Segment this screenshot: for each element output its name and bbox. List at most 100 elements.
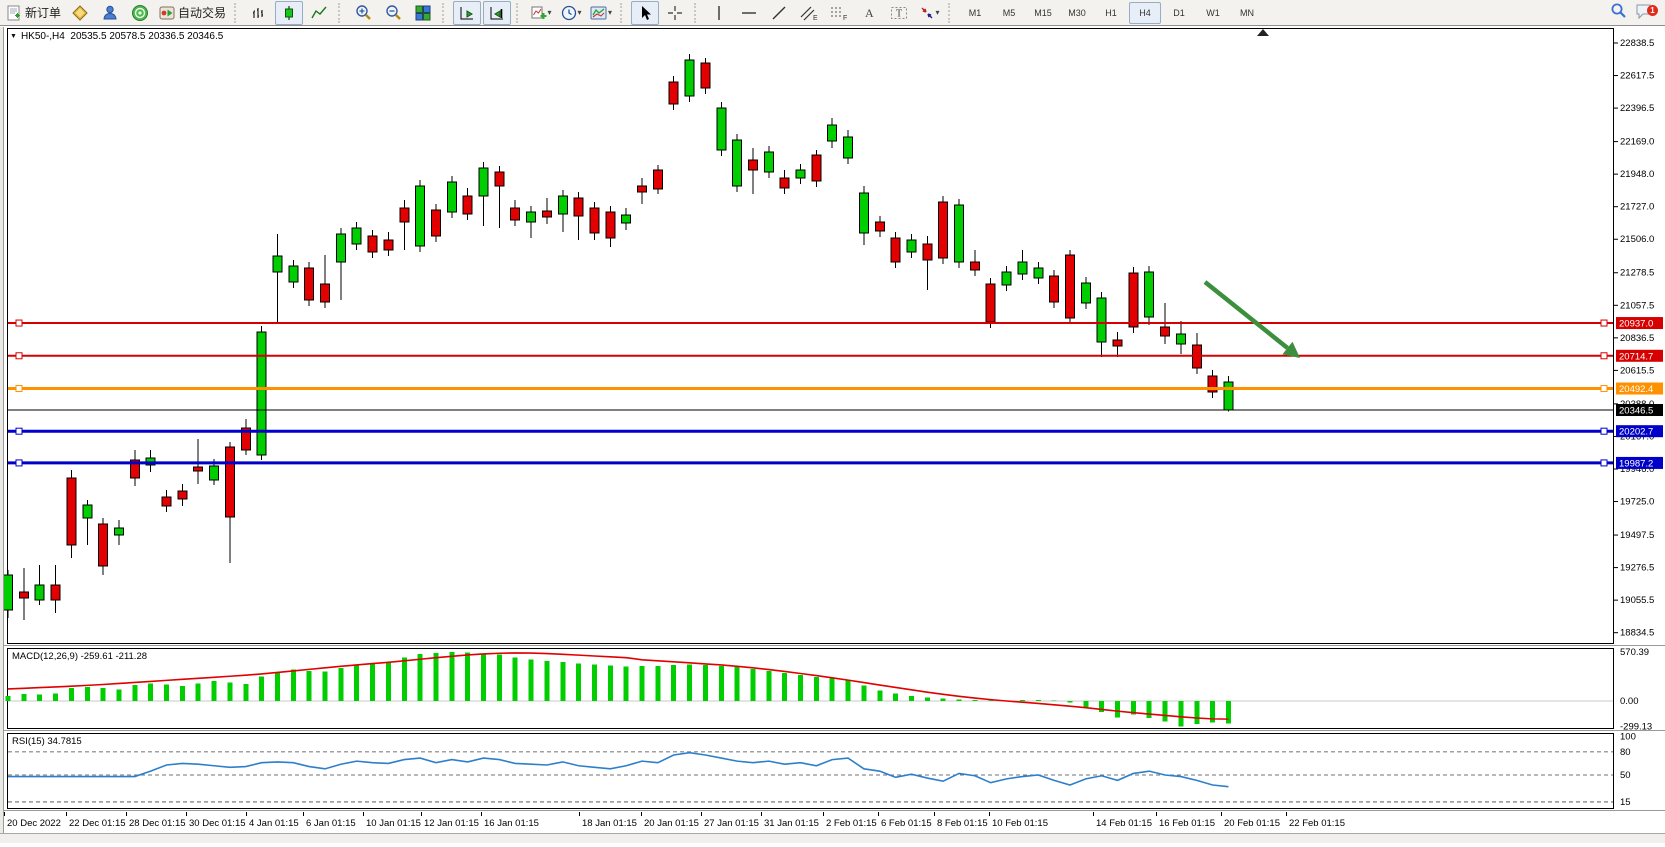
candle xyxy=(304,267,315,301)
periods-button[interactable]: ▾ xyxy=(557,1,585,25)
chart-shift-button[interactable] xyxy=(483,0,512,25)
candle xyxy=(938,201,949,259)
tf-button-h1[interactable]: H1 xyxy=(1105,7,1117,18)
text-label-tool-button[interactable]: T xyxy=(885,1,913,25)
equidistant-channel-tool-button[interactable]: E xyxy=(795,1,823,25)
toolbar-separator xyxy=(442,2,449,23)
trendline-tool-button[interactable] xyxy=(765,1,793,25)
time-axis[interactable]: 20 Dec 2022 22 Dec 01:15 28 Dec 01:15 30 De… xyxy=(4,812,1346,829)
candle xyxy=(129,459,140,479)
horizontal-line-19987.2[interactable] xyxy=(8,459,1613,467)
cursor-arrow-icon xyxy=(638,5,653,21)
notification-badge: 1 xyxy=(1647,4,1658,16)
svg-text:19946.0: 19946.0 xyxy=(1620,464,1654,475)
auto-trading-label: 自动交易 xyxy=(178,6,227,20)
price-axis[interactable]: 22838.5 22617.5 22396.5 22169.0 21948.0 21727… xyxy=(1614,38,1654,639)
candle xyxy=(969,261,980,271)
tile-windows-button[interactable] xyxy=(409,1,437,25)
svg-text:19276.5: 19276.5 xyxy=(1620,563,1654,574)
svg-text:20346.5: 20346.5 xyxy=(1619,406,1653,417)
candle xyxy=(240,427,251,451)
candle xyxy=(526,211,537,223)
svg-text:12 Jan 01:15: 12 Jan 01:15 xyxy=(424,818,479,829)
svg-text:8 Feb 01:15: 8 Feb 01:15 xyxy=(937,818,988,829)
auto-scroll-icon xyxy=(459,5,475,21)
dropdown-caret-icon: ▾ xyxy=(547,8,552,17)
tf-button-m5[interactable]: M5 xyxy=(1002,7,1016,18)
tf-button-m1[interactable]: M1 xyxy=(968,7,982,18)
candle xyxy=(1001,271,1012,286)
zoom-out-button[interactable] xyxy=(379,1,407,25)
candle xyxy=(351,227,362,245)
candle xyxy=(716,107,727,151)
svg-text:20202.7: 20202.7 xyxy=(1619,427,1653,438)
tf-button-w1[interactable]: W1 xyxy=(1206,7,1220,18)
horizontal-line-20714.7[interactable] xyxy=(8,352,1613,360)
tf-button-mn[interactable]: MN xyxy=(1240,7,1255,18)
chart-shift-marker[interactable] xyxy=(1257,29,1269,36)
svg-text:19055.5: 19055.5 xyxy=(1620,595,1654,606)
svg-text:16 Jan 01:15: 16 Jan 01:15 xyxy=(484,818,539,829)
market-watch-button[interactable] xyxy=(66,1,94,25)
horizontal-line-20937.0[interactable] xyxy=(8,319,1613,327)
candle xyxy=(827,124,838,142)
zoom-in-icon xyxy=(355,4,372,21)
line-chart-mode-button[interactable] xyxy=(305,1,333,25)
svg-text:6 Jan 01:15: 6 Jan 01:15 xyxy=(306,818,356,829)
navigator-button[interactable] xyxy=(96,1,124,25)
candle xyxy=(272,255,283,273)
toolbar-separator xyxy=(234,2,241,23)
templates-button[interactable]: ▾ xyxy=(587,1,615,25)
horizontal-line-20202.7[interactable] xyxy=(8,427,1613,435)
tf-button-d1[interactable]: D1 xyxy=(1173,7,1185,18)
candle xyxy=(1223,381,1234,411)
notifications-button[interactable]: 1 xyxy=(1635,3,1658,24)
price-badge: 20202.7 xyxy=(1616,425,1663,438)
tf-button-h4[interactable]: H4 xyxy=(1129,1,1162,24)
candle xyxy=(18,591,29,599)
chart-title: ▼ HK50-,H4 20535.5 20578.5 20336.5 20346.… xyxy=(10,31,223,42)
svg-text:20615.5: 20615.5 xyxy=(1620,365,1654,376)
auto-trading-button[interactable]: 自动交易 xyxy=(156,1,229,25)
add-indicator-button[interactable]: ▾ xyxy=(527,1,555,25)
toolbar-separator xyxy=(948,2,955,23)
signals-button[interactable] xyxy=(126,1,154,25)
svg-text:14 Feb 01:15: 14 Feb 01:15 xyxy=(1096,818,1152,829)
line-handle xyxy=(1600,352,1608,360)
svg-text:16 Feb 01:15: 16 Feb 01:15 xyxy=(1159,818,1215,829)
fibonacci-tool-button[interactable]: F xyxy=(825,1,853,25)
svg-text:21948.0: 21948.0 xyxy=(1620,169,1654,180)
text-tool-button[interactable]: A xyxy=(855,1,883,25)
crosshair-tool-button[interactable] xyxy=(661,1,689,25)
zoom-in-button[interactable] xyxy=(349,1,377,25)
dropdown-caret-icon: ▾ xyxy=(608,8,613,17)
panel-frame xyxy=(7,733,1614,809)
new-order-button[interactable]: 新订单 xyxy=(3,1,64,25)
svg-text:18 Jan 01:15: 18 Jan 01:15 xyxy=(582,818,637,829)
candle xyxy=(557,195,568,215)
auto-trading-icon xyxy=(159,5,175,21)
horizontal-line-tool-button[interactable] xyxy=(735,1,763,25)
svg-text:19725.0: 19725.0 xyxy=(1620,497,1654,508)
candle xyxy=(811,154,822,182)
arrows-tool-button[interactable]: ▾ xyxy=(915,1,943,25)
auto-scroll-button[interactable] xyxy=(453,0,482,25)
tf-button-m15[interactable]: M15 xyxy=(1034,7,1052,18)
arrows-icon xyxy=(919,5,935,21)
trend-arrow-annotation[interactable] xyxy=(1203,280,1300,358)
vertical-line-tool-button[interactable] xyxy=(705,1,733,25)
horizontal-line-20492.4[interactable] xyxy=(8,385,1613,393)
cursor-tool-button[interactable] xyxy=(631,0,660,25)
bar-chart-mode-button[interactable] xyxy=(245,1,273,25)
candle xyxy=(193,466,204,472)
tf-button-m30[interactable]: M30 xyxy=(1068,7,1086,18)
svg-text:2 Feb 01:15: 2 Feb 01:15 xyxy=(826,818,877,829)
candle xyxy=(1033,267,1044,279)
search-button[interactable] xyxy=(1610,2,1627,24)
candlestick-mode-button[interactable] xyxy=(275,0,304,25)
chart-expand-icon[interactable]: ▼ xyxy=(10,33,17,40)
candle xyxy=(415,185,426,247)
svg-text:A: A xyxy=(865,6,874,20)
